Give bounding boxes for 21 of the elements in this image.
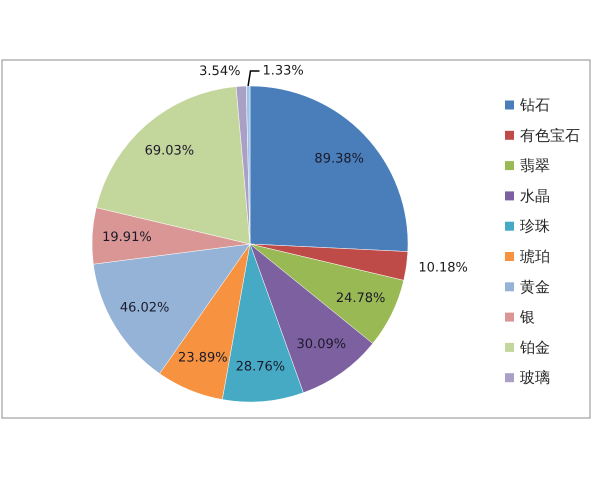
data-label: 10.18% (418, 260, 468, 276)
legend-label: 玻璃 (520, 368, 550, 387)
legend-label: 琥珀 (520, 248, 550, 266)
legend-label: 钻石 (519, 96, 550, 114)
data-label: 69.03% (144, 143, 194, 158)
legend-label: 铂金 (519, 338, 550, 356)
legend-label: 翡翠 (520, 156, 550, 175)
data-label: 28.76% (236, 359, 286, 374)
data-label: 23.89% (178, 350, 228, 366)
legend-label: 水晶 (520, 186, 550, 205)
legend-label: 黄金 (520, 278, 550, 296)
data-label: 89.38% (314, 151, 364, 166)
data-label: 3.54% (199, 64, 240, 79)
data-label: 24.78% (336, 290, 386, 306)
data-label: 30.09% (296, 337, 346, 352)
legend-label: 珍珠 (520, 217, 550, 236)
data-label: 46.02% (120, 300, 170, 316)
data-label: 1.33% (262, 64, 304, 79)
legend-label: 银 (519, 308, 535, 326)
legend-label: 有色宝石 (520, 126, 580, 144)
data-label: 19.91% (102, 230, 152, 246)
